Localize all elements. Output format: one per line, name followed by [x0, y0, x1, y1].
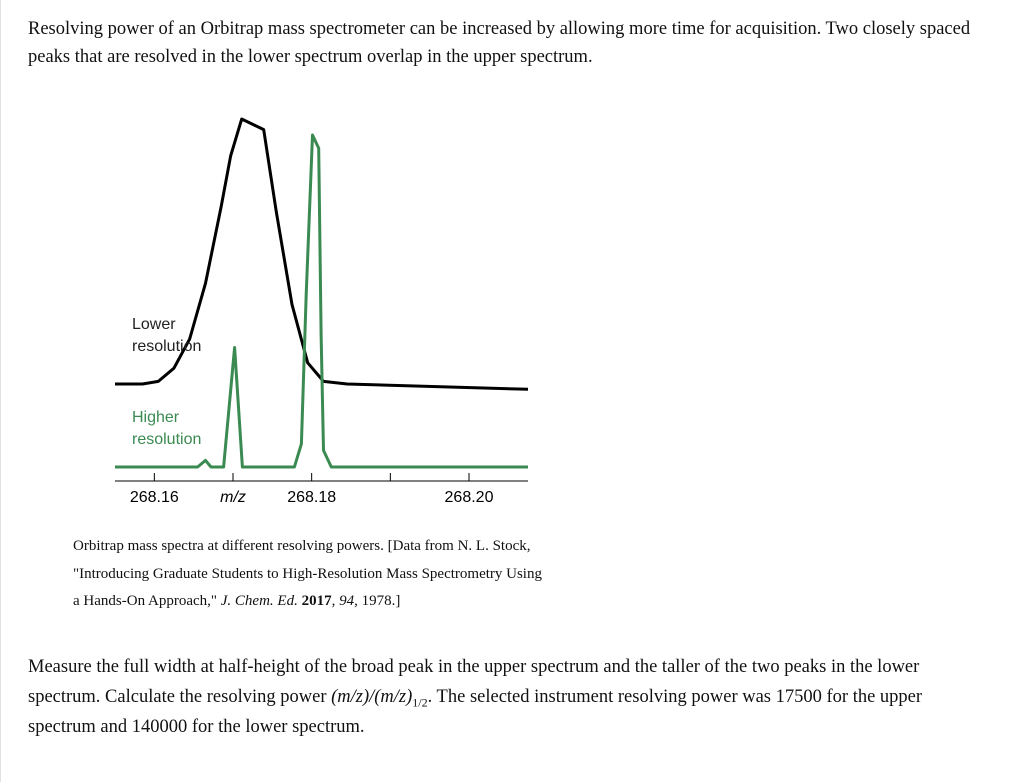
- intro-paragraph: Resolving power of an Orbitrap mass spec…: [28, 19, 971, 67]
- caption-volume: 94: [339, 593, 355, 609]
- x-axis-label: m/z: [220, 489, 246, 506]
- x-axis: 268.16 268.18 268.20 m/z: [115, 473, 528, 506]
- series-labels: Lower resolution Higher resolution: [132, 316, 201, 448]
- series-label-lower-line2: resolution: [132, 338, 201, 355]
- series-line-lower-resolution: [115, 117, 529, 391]
- page-left-border: [0, 0, 1, 782]
- series-layer: [115, 117, 529, 469]
- figure-caption: Orbitrap mass spectra at different resol…: [73, 533, 543, 616]
- caption-separator: ,: [331, 593, 336, 609]
- series-line-higher-resolution: [115, 133, 528, 469]
- series-label-higher-line2: resolution: [132, 431, 201, 448]
- x-tick-label: 268.18: [287, 489, 336, 506]
- question-paragraph: Measure the full width at half-height of…: [28, 652, 993, 742]
- x-tick-label: 268.20: [445, 489, 494, 506]
- series-label-lower-line1: Lower: [132, 316, 176, 333]
- question-text-part1: Measure the full width at half-height of…: [28, 657, 920, 707]
- x-tick-label: 268.16: [130, 489, 179, 506]
- mass-spectra-chart: 268.16 268.18 268.20 m/z Lower resolution H…: [115, 117, 529, 506]
- caption-year: 2017: [301, 593, 332, 609]
- question-text-part2: . The selected instrument resolving powe…: [28, 687, 923, 737]
- resolving-power-formula: (m/z)/(m/z): [331, 687, 413, 707]
- caption-text: Orbitrap mass spectra at different resol…: [73, 538, 542, 609]
- series-label-higher-line1: Higher: [132, 409, 180, 426]
- caption-pages: , 1978.]: [354, 593, 401, 609]
- caption-journal: J. Chem. Ed.: [220, 593, 298, 609]
- formula-subscript: 1/2: [412, 695, 428, 710]
